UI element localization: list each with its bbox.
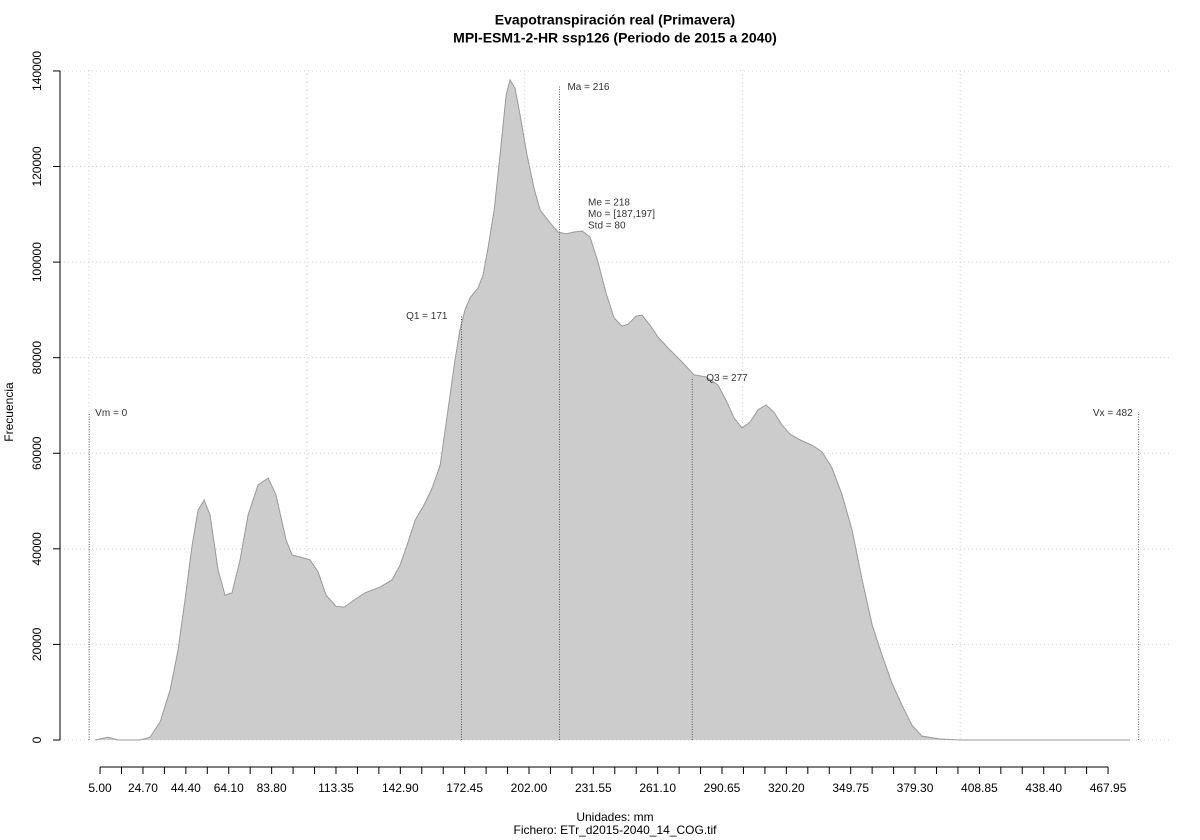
x-tick-label: 231.55: [575, 781, 612, 795]
x-tick-label: 290.65: [704, 781, 741, 795]
y-tick-label: 40000: [30, 532, 44, 566]
x-axis-label: Unidades: mm: [576, 810, 653, 824]
stat-label: Vm = 0: [95, 408, 127, 419]
y-tick-label: 100000: [30, 242, 44, 282]
stat-label: Ma = 216: [567, 82, 609, 93]
x-tick-label: 142.90: [382, 781, 419, 795]
y-tick-label: 80000: [30, 341, 44, 375]
x-tick-label: 408.85: [961, 781, 998, 795]
x-tick-label: 5.00: [88, 781, 112, 795]
annotation: Std = 80: [588, 221, 626, 232]
x-tick-label: 379.30: [897, 781, 934, 795]
caption: Fichero: ETr_d2015-2040_14_COG.tif: [514, 823, 718, 837]
x-tick-label: 467.95: [1090, 781, 1127, 795]
y-tick-label: 120000: [30, 146, 44, 186]
annotation: Me = 218: [588, 198, 630, 209]
x-tick-label: 438.40: [1025, 781, 1062, 795]
density-area: [95, 80, 1130, 740]
stat-label: Q3 = 277: [706, 373, 748, 384]
chart-subtitle: MPI-ESM1-2-HR ssp126 (Periodo de 2015 a …: [453, 30, 777, 46]
y-tick-label: 20000: [30, 627, 44, 661]
stat-label: Q1 = 171: [406, 311, 448, 322]
x-tick-label: 113.35: [318, 781, 354, 795]
x-tick-label: 349.75: [832, 781, 869, 795]
y-tick-label: 60000: [30, 436, 44, 470]
y-tick-label: 140000: [30, 51, 44, 91]
x-tick-label: 44.40: [171, 781, 201, 795]
x-tick-label: 83.80: [257, 781, 287, 795]
stat-label: Vx = 482: [1093, 408, 1133, 419]
x-tick-label: 64.10: [214, 781, 244, 795]
x-tick-label: 261.10: [639, 781, 676, 795]
y-tick-label: 0: [30, 736, 44, 743]
x-tick-label: 24.70: [128, 781, 158, 795]
x-tick-label: 320.20: [768, 781, 805, 795]
y-axis-label: Frecuencia: [2, 382, 16, 442]
x-tick-label: 172.45: [446, 781, 483, 795]
density-line: [94, 78, 1130, 741]
x-tick-label: 202.00: [511, 781, 548, 795]
chart-title: Evapotranspiración real (Primavera): [495, 12, 735, 28]
annotation: Mo = [187,197]: [588, 209, 655, 220]
